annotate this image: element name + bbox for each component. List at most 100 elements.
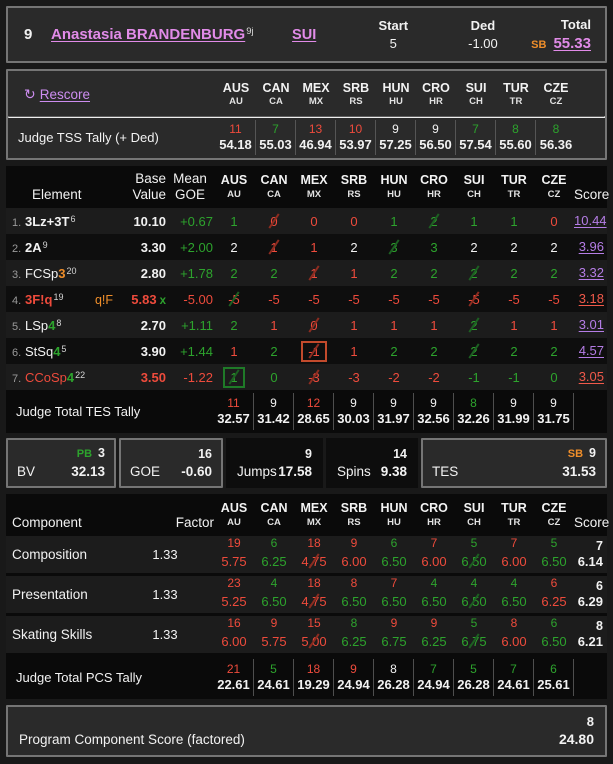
component-judge-value: 5.25 (221, 593, 247, 609)
base-value: 5.83 (131, 291, 157, 307)
judge-total-value: 56.36 (539, 137, 573, 152)
component-judge-value: 6.50 (461, 553, 487, 569)
element-score-link[interactable]: 4.57 (578, 343, 604, 358)
summary-box-value-line: TES 31.53 (432, 463, 596, 481)
summary-box-label: Jumps (237, 463, 277, 479)
nation-link[interactable]: SUI (292, 26, 317, 43)
element-judge-score-cell: 1 (294, 265, 334, 282)
judge-code-label: HR (427, 188, 441, 200)
judge-total-value: 56.50 (419, 137, 452, 152)
judge-score-value: -2 (428, 369, 440, 385)
element-score-link[interactable]: 3.18 (578, 291, 604, 306)
element-score-link[interactable]: 3.01 (578, 317, 604, 332)
skater-name-link[interactable]: Anastasia BRANDENBURG (51, 26, 246, 43)
judge-column-header: CRO HR (414, 173, 454, 201)
judge-code-label: AU (229, 96, 243, 108)
component-judge-cell: 5 6.75 (454, 616, 494, 652)
total-score-link[interactable]: 55.33 (553, 35, 591, 52)
judge-code-label: CZ (547, 188, 561, 200)
tss-judge-cell: 8 56.36 (536, 120, 576, 155)
element-judge-score-cell: 0 (534, 213, 574, 230)
judge-score-value: -5 (308, 291, 320, 307)
tes-judge-cell: 9 31.42 (254, 393, 294, 430)
component-judge-cell: 6 6.50 (534, 616, 574, 652)
rescore-button[interactable]: ↻ Rescore (24, 86, 90, 103)
component-judge-rank: 7 (390, 576, 398, 591)
judge-rank: 7 (272, 122, 279, 136)
component-judge-value: 6.50 (261, 593, 287, 609)
element-row: 1. 3Lz+3T 6 10.10 +0.67 1 0 0 0 1 2 1 1 0 10.44 (6, 208, 607, 234)
component-judge-value: 6.50 (341, 593, 367, 609)
element-score-link[interactable]: 3.05 (578, 369, 604, 384)
element-judge-score-cell: 2 (494, 239, 534, 256)
judge-nation-label: CAN (262, 80, 290, 95)
base-value: 3.50 (140, 369, 166, 385)
skater-header: 9 Anastasia BRANDENBURG9j SUI Start 5 De… (6, 6, 607, 63)
summary-box-rank-line: PB 3 (17, 445, 105, 463)
component-judge-cell: 18 4.75 (294, 576, 334, 612)
element-superscript: 6 (70, 213, 76, 224)
judge-rank: 11 (229, 122, 242, 136)
component-judge-rank: 18 (307, 536, 321, 551)
pcs-judge-cell: 21 22.61 (214, 659, 254, 696)
element-judge-score-cell: 3 (374, 239, 414, 256)
element-judge-score-cell: 1 (334, 317, 374, 334)
element-score-link[interactable]: 3.32 (578, 265, 604, 280)
element-judge-score-cell: -3 (334, 369, 374, 386)
component-judge-rank: 4 (510, 576, 518, 591)
element-score-link[interactable]: 10.44 (574, 213, 607, 228)
component-judge-rank: 16 (227, 616, 241, 631)
tss-tally-row: Judge TSS Tally (+ Ded) 11 54.18 7 55.03 13 4… (8, 118, 605, 158)
judge-nation-label: CZE (543, 80, 569, 95)
judge-column-header: HUN HU (374, 173, 414, 201)
judge-column-header: TUR TR (494, 173, 534, 201)
judge-total-value: 30.03 (337, 411, 370, 426)
judge-column-header: SUI CH (456, 81, 496, 109)
deduction-label: Ded (470, 18, 496, 33)
factor-column-header: Factor (175, 515, 214, 530)
judge-code-label: CH (469, 96, 483, 108)
component-judge-value-wrap: 6.00 (494, 632, 534, 653)
component-judge-cell: 6 6.25 (254, 536, 294, 572)
component-judge-value-wrap: 5.75 (214, 552, 254, 573)
judge-score-value: 1 (470, 213, 478, 229)
judge-total-value: 32.56 (417, 411, 450, 426)
judge-column-header: CRO HR (414, 501, 454, 529)
element-judge-score-cell: 2 (414, 343, 454, 360)
base-value: 2.80 (140, 265, 166, 281)
judge-score-value: 0 (307, 317, 321, 334)
component-judge-cell: 7 6.50 (374, 576, 414, 612)
summary-box-goe: 16 GOE -0.60 (119, 438, 223, 488)
component-row: Presentation 1.33 23 5.25 4 6.50 18 4.75 8 6.50 7 6… (6, 576, 607, 616)
judge-score-value: 2 (390, 265, 398, 281)
judge-score-value: -1 (508, 369, 520, 385)
judge-rank: 9 (510, 396, 517, 410)
component-table-header: Component Factor AUS AU CAN CA MEX MX SRB RS HUN… (6, 494, 609, 536)
component-score-cell: 6 6.29 (574, 578, 607, 611)
judge-score-value: 1 (430, 317, 438, 333)
component-score-value: 6.21 (577, 634, 603, 650)
element-number: 5. (12, 320, 22, 333)
judge-column-header: CAN CA (254, 501, 294, 529)
judge-code-label: RS (349, 96, 363, 108)
element-score-link[interactable]: 3.96 (578, 239, 604, 254)
component-judge-cell: 9 6.75 (374, 616, 414, 652)
element-score-cell: 3.18 (574, 290, 607, 308)
component-judge-value-wrap: 6.50 (454, 552, 494, 573)
judge-code-label: MX (306, 516, 322, 528)
judge-nation-label: SRB (342, 80, 370, 95)
component-judge-rank: 9 (390, 616, 398, 631)
component-judge-value: 6.25 (541, 593, 567, 609)
element-row: 7. CCoSp 4 22 3.50 -1.22 1 0 -3 -3 -2 -2 -1 -1 0 3.05 (6, 364, 607, 390)
total-label: Total (560, 17, 591, 32)
pcs-judge-cell: 7 24.61 (494, 659, 534, 696)
skater-name-wrap: Anastasia BRANDENBURG9j (51, 26, 292, 43)
component-judge-value-wrap: 6.00 (334, 552, 374, 573)
judge-score-value: -3 (348, 369, 360, 385)
judge-total-value: 57.25 (379, 137, 412, 152)
judge-rank: 7 (472, 122, 479, 136)
element-judge-score-cell: -5 (294, 291, 334, 308)
component-judge-value-wrap: 6.25 (334, 632, 374, 653)
element-judge-score-cell: 1 (334, 343, 374, 360)
component-judge-rank: 7 (510, 536, 518, 551)
